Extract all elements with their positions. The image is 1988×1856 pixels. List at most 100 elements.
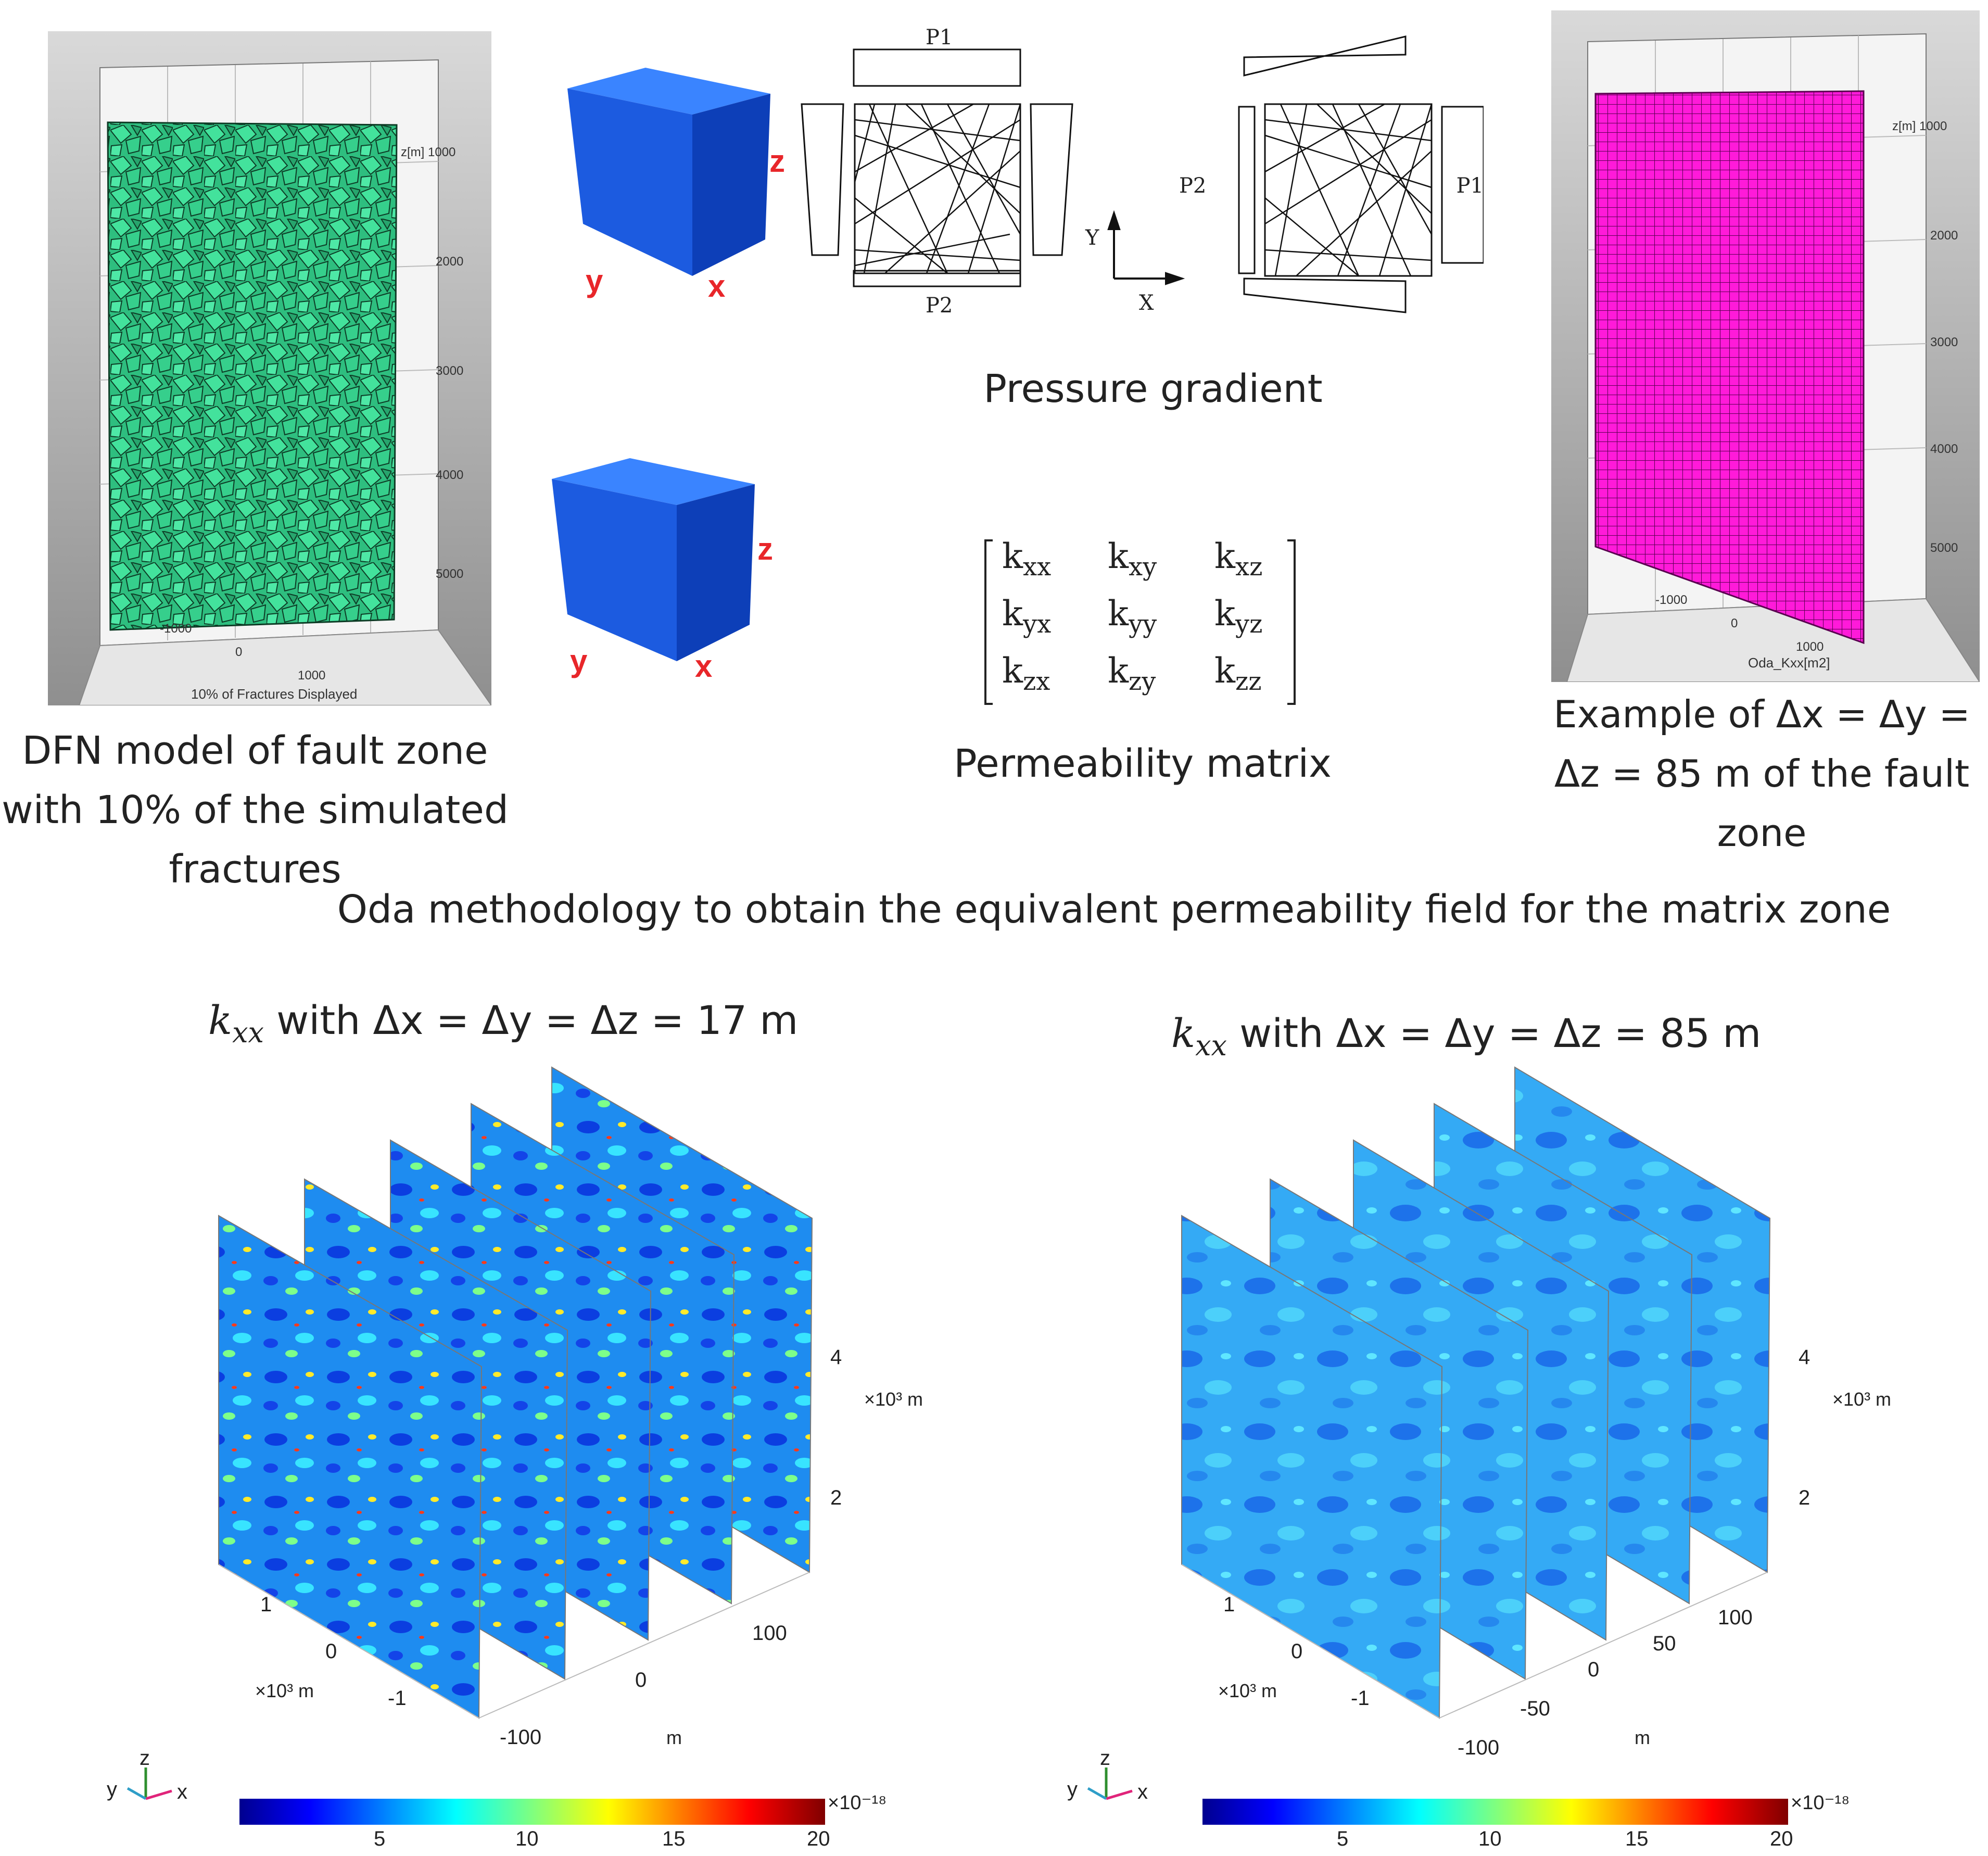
z-tick: 3000 (436, 364, 463, 378)
y-tick: -100 (1458, 1736, 1499, 1759)
cube-z-label: z (757, 532, 773, 566)
y-tick: -50 (1520, 1697, 1550, 1720)
dfn-caption: DFN model of fault zone with 10% of the … (0, 721, 510, 899)
caption-line: fractures (169, 847, 341, 892)
fracture-cloud (107, 121, 398, 631)
x-tick: -1 (388, 1687, 407, 1710)
z-axis-label: z[m] 1000 (1892, 119, 1947, 133)
matrix-cell-kxz: kxz (1214, 536, 1263, 582)
colorbar-1: 5 10 15 20 (239, 1799, 830, 1856)
dfn-model-panel: z[m] 1000 2000 3000 4000 5000 -1000 0 10… (48, 31, 492, 706)
p1-plate (853, 48, 1021, 87)
dfn-3d-view: z[m] 1000 2000 3000 4000 5000 -1000 0 10… (48, 31, 492, 706)
x-tick: -1000 (1655, 593, 1687, 607)
z-tick: 4000 (1930, 442, 1958, 456)
colorbar-tick: 20 (1770, 1827, 1793, 1850)
p1-label: P1 (926, 26, 953, 49)
colorbar-tick: 10 (1478, 1827, 1502, 1850)
matrix-brackets (984, 539, 1296, 705)
y-tick: 100 (752, 1622, 787, 1645)
pressure-gradient-caption: Pressure gradient (983, 367, 1323, 411)
colorbar-exponent: ×10⁻¹⁸ (1791, 1792, 1850, 1814)
y-tick: 0 (1588, 1658, 1599, 1681)
colorbar-tick: 5 (374, 1827, 386, 1850)
z-tick: 2 (1799, 1486, 1810, 1509)
colorbar-tick: 15 (1625, 1827, 1649, 1850)
x-tick: 1 (260, 1593, 272, 1616)
grid-panel: z[m] 1000 2000 3000 4000 5000 -1000 0 10… (1551, 10, 1981, 683)
z-tick: 4 (1799, 1346, 1810, 1369)
matrix-cell-kyy: kyy (1108, 594, 1157, 639)
magenta-grid (1594, 90, 1865, 645)
z-tick: 5000 (1930, 541, 1958, 555)
caption-line: Example of Δx = Δy = (1553, 692, 1970, 736)
permeability-matrix: kxx kxy kxz kyx kyy kyz kzx kzy kzz (981, 536, 1299, 708)
z-tick: 5000 (436, 567, 463, 581)
grid-caption: Example of Δx = Δy = Δz = 85 m of the fa… (1536, 685, 1988, 863)
x-tick: 1000 (1796, 640, 1824, 654)
z-tick: 3000 (1930, 335, 1958, 349)
methodology-caption: Oda methodology to obtain the equivalent… (337, 887, 1891, 932)
colorbar-tick: 15 (662, 1827, 686, 1850)
cube-top: z y x (567, 68, 785, 304)
colorbar-2: 5 10 15 20 (1202, 1799, 1793, 1856)
matrix-cell-kxy: kxy (1108, 536, 1157, 582)
fracture-square-right (1264, 103, 1433, 277)
z-unit: ×10³ m (864, 1388, 923, 1410)
y-tick: 50 (1653, 1632, 1676, 1655)
z-tick: 4 (830, 1346, 842, 1369)
caption-line: zone (1717, 811, 1807, 855)
z-tick: 2000 (1930, 229, 1958, 243)
colorbar-tick: 5 (1337, 1827, 1349, 1850)
triad-x: x (177, 1781, 187, 1803)
slice-plot-1-title: kxx with Δx = Δy = Δz = 17 m (208, 997, 799, 1050)
p2-label-right: P2 (1179, 174, 1206, 198)
x-unit: ×10³ m (255, 1680, 314, 1701)
slice-plot-2: 4 2 ×10³ m 1 0 -1 ×10³ m 100 50 0 -50 -1… (1181, 1066, 1891, 1759)
triad-z: z (140, 1749, 150, 1770)
p1-label-right: P1 (1457, 174, 1484, 198)
colorbar-2-gradient (1202, 1799, 1788, 1825)
x-tick: 1 (1223, 1593, 1235, 1616)
x-tick: 0 (235, 645, 242, 659)
y-tick: -100 (500, 1726, 541, 1749)
x-tick: -1 (1351, 1687, 1370, 1710)
grid-footer: Oda_Kxx[m2] (1748, 655, 1830, 671)
y-unit: m (666, 1727, 682, 1748)
grid-3d-view: z[m] 1000 2000 3000 4000 5000 -1000 0 10… (1551, 10, 1981, 683)
axis-triad-1: z x y (107, 1749, 187, 1803)
triad-y: y (1067, 1778, 1078, 1801)
x-tick: 1000 (298, 668, 325, 683)
x-tick: 0 (1291, 1640, 1302, 1663)
y-tick: 0 (635, 1669, 647, 1691)
matrix-cell-kyx: kyx (1002, 594, 1052, 639)
caption-line: with 10% of the simulated (2, 788, 509, 832)
p2-label: P2 (926, 294, 953, 318)
colorbar-tick: 20 (807, 1827, 830, 1850)
fracture-square-left (854, 103, 1021, 274)
triad-y: y (107, 1778, 117, 1801)
matrix-cell-kyz: kyz (1214, 594, 1263, 639)
cube-bottom: z y x (552, 458, 773, 684)
caption-line: Δz = 85 m of the fault (1554, 752, 1970, 796)
x-tick: 0 (325, 1640, 337, 1663)
cube-y-label: y (586, 263, 603, 298)
axis-y-label: Y (1085, 226, 1099, 250)
x-tick: -1000 (160, 622, 192, 636)
z-axis-label: z[m] 1000 (401, 145, 455, 159)
axis-x-label: X (1139, 291, 1154, 315)
caption-line: DFN model of fault zone (22, 728, 488, 773)
y-tick: 100 (1718, 1606, 1753, 1629)
matrix-cell-kxx: kxx (1002, 536, 1052, 582)
dfn-footer: 10% of Fractures Displayed (191, 686, 357, 702)
permeability-matrix-caption: Permeability matrix (954, 741, 1332, 786)
axis-triad-2: z x y (1067, 1749, 1148, 1803)
colorbar-exponent: ×10⁻¹⁸ (828, 1792, 887, 1814)
cube-z-label: z (769, 144, 785, 179)
colorbar-tick: 10 (515, 1827, 539, 1850)
slice-plot-1: 4 2 ×10³ m 1 0 -1 ×10³ m 100 0 -100 m (218, 1066, 923, 1749)
matrix-cell-kzz: kzz (1214, 651, 1262, 697)
z-unit: ×10³ m (1832, 1388, 1891, 1410)
slice-plot-2-title: kxx with Δx = Δy = Δz = 85 m (1171, 1010, 1762, 1063)
z-tick: 4000 (436, 468, 463, 482)
